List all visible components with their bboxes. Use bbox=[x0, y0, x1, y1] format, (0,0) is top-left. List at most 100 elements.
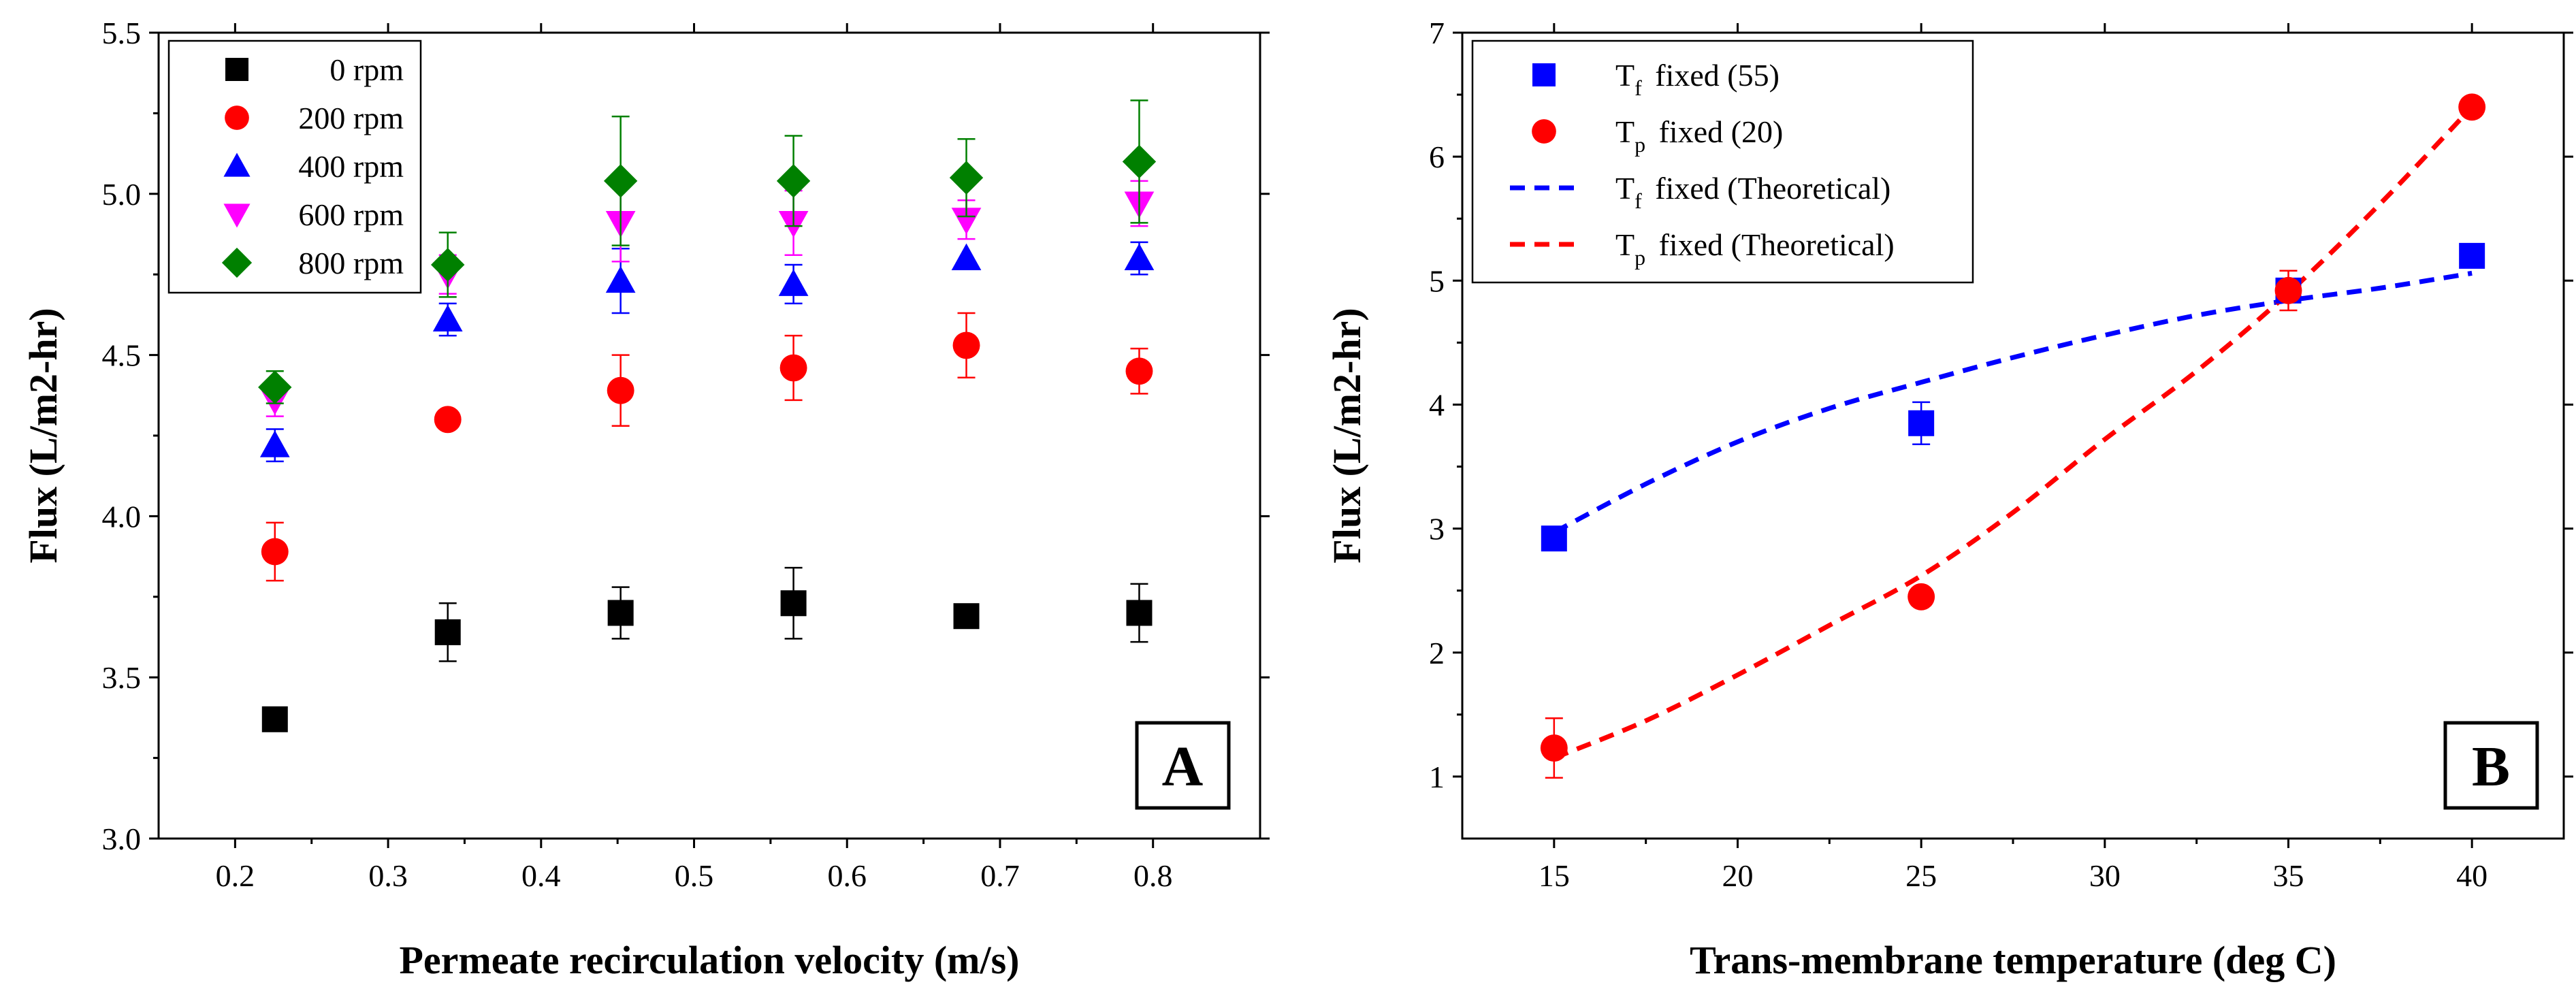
data-point bbox=[607, 376, 634, 404]
series-fixed-20- bbox=[1540, 93, 2486, 779]
legend-label: 400 rpm bbox=[298, 149, 404, 184]
data-point bbox=[1125, 357, 1153, 385]
data-point bbox=[949, 161, 984, 195]
data-point bbox=[2459, 242, 2485, 269]
series-0-rpm bbox=[261, 566, 1153, 732]
x-tick-label: 0.7 bbox=[980, 858, 1020, 893]
x-tick-label: 20 bbox=[1722, 858, 1754, 893]
data-point bbox=[2274, 276, 2302, 304]
data-point bbox=[603, 164, 638, 198]
data-point bbox=[258, 370, 292, 404]
x-tick-label: 25 bbox=[1905, 858, 1937, 893]
x-tick-label: 30 bbox=[2089, 858, 2121, 893]
data-point bbox=[607, 600, 634, 626]
panel-label: B bbox=[2472, 735, 2510, 798]
theoretical-line-p bbox=[1553, 105, 2474, 760]
legend-suffix: fixed (20) bbox=[1651, 114, 1783, 149]
x-tick-label: 0.6 bbox=[828, 858, 867, 893]
panel-label: A bbox=[1162, 735, 1204, 798]
panel-label-box bbox=[1135, 721, 1231, 810]
series-400-rpm bbox=[259, 241, 1155, 463]
legend: Tf fixed (55) Tp fixed (20) Tf fixed (Theo… bbox=[1471, 39, 1974, 284]
y-tick-label: 2 bbox=[1429, 636, 1445, 670]
data-point bbox=[1126, 600, 1153, 626]
panel-a: 0.2 0.3 0.4 0.5 0.6 0.7 0.8 3.0 3.5 4.0 4.5 5.0 5.5 P… bbox=[21, 16, 1270, 982]
legend-label: 600 rpm bbox=[298, 197, 404, 232]
data-point bbox=[951, 243, 982, 270]
y-tick-label: 1 bbox=[1429, 760, 1445, 794]
panel-b: 15 20 25 30 35 40 1 2 3 4 5 6 7 Trans-membrane temper… bbox=[1325, 16, 2573, 982]
legend-label: 0 rpm bbox=[329, 52, 404, 87]
legend-label: Tf fixed (Theoretical) bbox=[1615, 171, 1890, 213]
legend-label: Tp fixed (Theoretical) bbox=[1615, 227, 1895, 270]
series-200-rpm bbox=[261, 312, 1153, 582]
series-fixed-55- bbox=[1541, 242, 2485, 552]
data-point bbox=[778, 269, 809, 296]
data-point bbox=[605, 265, 636, 293]
legend-marker bbox=[1532, 63, 1556, 86]
x-tick-label: 15 bbox=[1539, 858, 1570, 893]
series-800-rpm bbox=[258, 99, 1157, 404]
x-tick-label: 0.3 bbox=[368, 858, 408, 893]
legend-prefix: T bbox=[1615, 171, 1635, 206]
panel-label-box bbox=[2443, 721, 2539, 810]
data-point bbox=[1124, 243, 1155, 270]
legend-box bbox=[1471, 39, 1974, 284]
y-tick-label: 4 bbox=[1429, 387, 1445, 422]
data-point bbox=[951, 208, 982, 235]
y-tick-label: 4.5 bbox=[102, 338, 142, 373]
legend-suffix: fixed (55) bbox=[1647, 58, 1780, 93]
legend-marker bbox=[225, 58, 248, 81]
legend-suffix: fixed (Theoretical) bbox=[1647, 171, 1891, 206]
data-point bbox=[434, 406, 462, 434]
theoretical-line-f bbox=[1553, 270, 2473, 535]
data-point bbox=[2458, 93, 2486, 121]
legend-label: Tp fixed (20) bbox=[1615, 114, 1783, 157]
data-point bbox=[261, 538, 289, 566]
data-point bbox=[431, 248, 465, 282]
legend-prefix: T bbox=[1615, 58, 1635, 93]
legend-label: 800 rpm bbox=[298, 246, 404, 280]
y-tick-label: 5.5 bbox=[102, 16, 142, 50]
legend-marker bbox=[225, 105, 249, 130]
legend-suffix: fixed (Theoretical) bbox=[1651, 227, 1895, 262]
y-tick-label: 5.0 bbox=[102, 177, 142, 212]
data-point bbox=[780, 590, 807, 617]
data-point bbox=[779, 354, 807, 382]
x-axis-title: Trans-membrane temperature (deg C) bbox=[1690, 938, 2336, 982]
x-tick-label: 0.8 bbox=[1133, 858, 1173, 893]
legend-subscript: p bbox=[1635, 132, 1645, 157]
y-tick-label: 7 bbox=[1429, 16, 1445, 50]
data-point bbox=[1908, 410, 1935, 436]
y-tick-label: 3 bbox=[1429, 512, 1445, 547]
data-point bbox=[432, 304, 463, 331]
legend-box bbox=[167, 39, 422, 294]
data-point bbox=[1540, 734, 1568, 762]
legend-marker bbox=[221, 247, 253, 278]
legend-subscript: p bbox=[1635, 245, 1645, 270]
legend-marker bbox=[223, 152, 251, 177]
data-point bbox=[259, 430, 290, 457]
data-point bbox=[776, 164, 811, 198]
legend-prefix: T bbox=[1615, 227, 1635, 262]
legend: 0 rpm 200 rpm 400 rpm 600 rpm 800 rpm bbox=[167, 39, 422, 294]
data-point bbox=[261, 706, 288, 732]
x-axis-title: Permeate recirculation velocity (m/s) bbox=[400, 938, 1020, 982]
data-point bbox=[1907, 583, 1935, 611]
y-axis-title: Flux (L/m2-hr) bbox=[21, 308, 65, 563]
y-tick-label: 3.0 bbox=[102, 822, 142, 856]
data-point bbox=[1122, 144, 1157, 179]
x-tick-label: 0.4 bbox=[521, 858, 561, 893]
data-point bbox=[434, 619, 461, 645]
y-tick-label: 3.5 bbox=[102, 660, 142, 695]
data-point bbox=[953, 603, 980, 630]
data-point bbox=[952, 331, 980, 359]
legend-prefix: T bbox=[1615, 114, 1635, 149]
y-tick-label: 5 bbox=[1429, 263, 1445, 298]
legend-subscript: f bbox=[1635, 76, 1642, 100]
data-point bbox=[1541, 525, 1567, 552]
y-tick-label: 4.0 bbox=[102, 499, 142, 534]
x-tick-label: 0.5 bbox=[675, 858, 714, 893]
legend-label: 200 rpm bbox=[298, 101, 404, 135]
